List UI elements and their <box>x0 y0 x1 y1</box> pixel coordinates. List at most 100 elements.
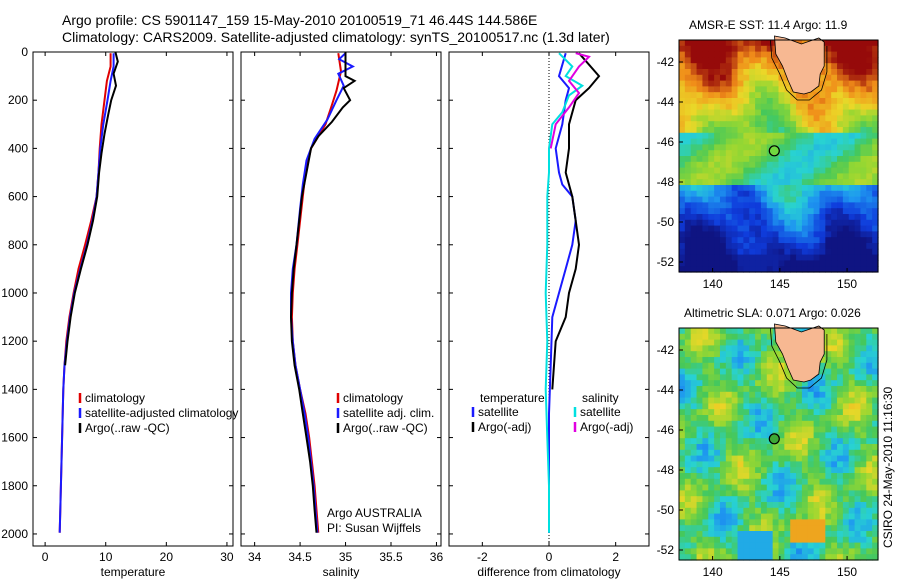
map-cell <box>702 243 709 250</box>
map-cell <box>819 127 826 134</box>
map-cell <box>813 190 821 198</box>
map-cell <box>708 467 715 474</box>
map-cell <box>842 63 850 70</box>
map-cell <box>696 150 704 157</box>
map-cell <box>866 542 873 549</box>
map-cell <box>708 484 715 491</box>
map-cell <box>714 461 721 468</box>
map-cell <box>696 115 704 122</box>
map-cell <box>731 86 739 93</box>
map-cell <box>725 374 733 381</box>
map-cell <box>872 449 879 457</box>
map-cell <box>819 121 826 128</box>
map-cell <box>854 231 862 238</box>
map-cell <box>696 254 704 261</box>
map-cell <box>725 536 733 544</box>
map-cell <box>772 461 780 468</box>
map-cell <box>872 345 879 352</box>
map-cell <box>813 266 821 273</box>
map-cell <box>866 132 873 140</box>
map-cell <box>743 109 750 116</box>
map-cell <box>679 86 686 93</box>
map-cell <box>702 202 709 209</box>
legend-entry: Argo(..raw -QC) <box>85 421 170 435</box>
map-cell <box>725 63 733 70</box>
map-frame <box>678 327 879 561</box>
map-cell <box>842 115 850 122</box>
map-cell <box>772 115 780 122</box>
map-cell <box>848 467 856 474</box>
map-cell <box>696 190 704 198</box>
map-cell <box>796 219 803 227</box>
map-cell <box>749 357 756 364</box>
map-cell <box>784 415 791 422</box>
legend-entry: Argo(..raw -QC) <box>343 421 428 435</box>
map-cell <box>854 519 862 526</box>
map-cell <box>702 461 709 468</box>
map-cell <box>690 196 698 203</box>
map-cell <box>743 208 750 215</box>
map-cell <box>708 40 715 47</box>
map-cell <box>778 214 785 221</box>
map-cell <box>866 254 873 261</box>
map-cell <box>766 132 774 140</box>
map-cell <box>760 449 768 457</box>
map-cell <box>854 150 862 157</box>
map-cell <box>860 490 867 497</box>
map-cell <box>719 127 727 134</box>
map-cell <box>801 98 809 105</box>
map-cell <box>784 449 791 457</box>
map-cell <box>684 339 692 346</box>
map-cell <box>819 86 826 93</box>
map-cell <box>854 507 862 515</box>
map-cell <box>778 461 785 468</box>
map-cell <box>755 86 762 93</box>
map-cell <box>778 496 785 503</box>
map-cell <box>719 438 727 445</box>
map-cell <box>842 397 850 404</box>
map-cell <box>842 121 850 128</box>
map-cell <box>731 351 739 358</box>
map-cell <box>837 415 844 422</box>
map-cell <box>837 432 844 439</box>
map-cell <box>819 496 826 503</box>
map-cell <box>831 150 838 157</box>
map-cell <box>831 473 838 480</box>
map-cell <box>825 438 832 445</box>
map-cell <box>731 455 739 462</box>
map-cell <box>714 260 721 267</box>
map-cell <box>813 484 821 491</box>
map-cell <box>860 467 867 474</box>
map-cell <box>766 190 774 198</box>
map-cell <box>760 339 768 346</box>
map-cell <box>679 473 686 480</box>
map-cell <box>749 391 756 399</box>
map-cell <box>684 328 692 335</box>
map-cell <box>755 266 762 273</box>
map-cell <box>819 461 826 468</box>
map-cell <box>819 190 826 198</box>
map-cell <box>778 109 785 116</box>
map-cell <box>696 397 704 404</box>
map-cell <box>760 525 768 532</box>
map-cell <box>731 478 739 486</box>
map-cell <box>731 150 739 157</box>
map-cell <box>778 484 785 491</box>
map-cell <box>679 455 686 462</box>
map-cell <box>842 536 850 544</box>
map-cell <box>842 92 850 99</box>
map-cell <box>842 328 850 335</box>
map-cell <box>772 496 780 503</box>
map-cell <box>778 260 785 267</box>
map-cell <box>842 351 850 358</box>
map-cell <box>801 138 809 145</box>
map-cell <box>796 202 803 209</box>
map-cell <box>796 132 803 140</box>
map-cell <box>731 214 739 221</box>
map-cell <box>749 328 756 335</box>
map-cell <box>737 266 744 273</box>
map-cell <box>708 243 715 250</box>
map-cell <box>860 542 867 549</box>
map-cell <box>708 190 715 198</box>
map-cell <box>743 86 750 93</box>
